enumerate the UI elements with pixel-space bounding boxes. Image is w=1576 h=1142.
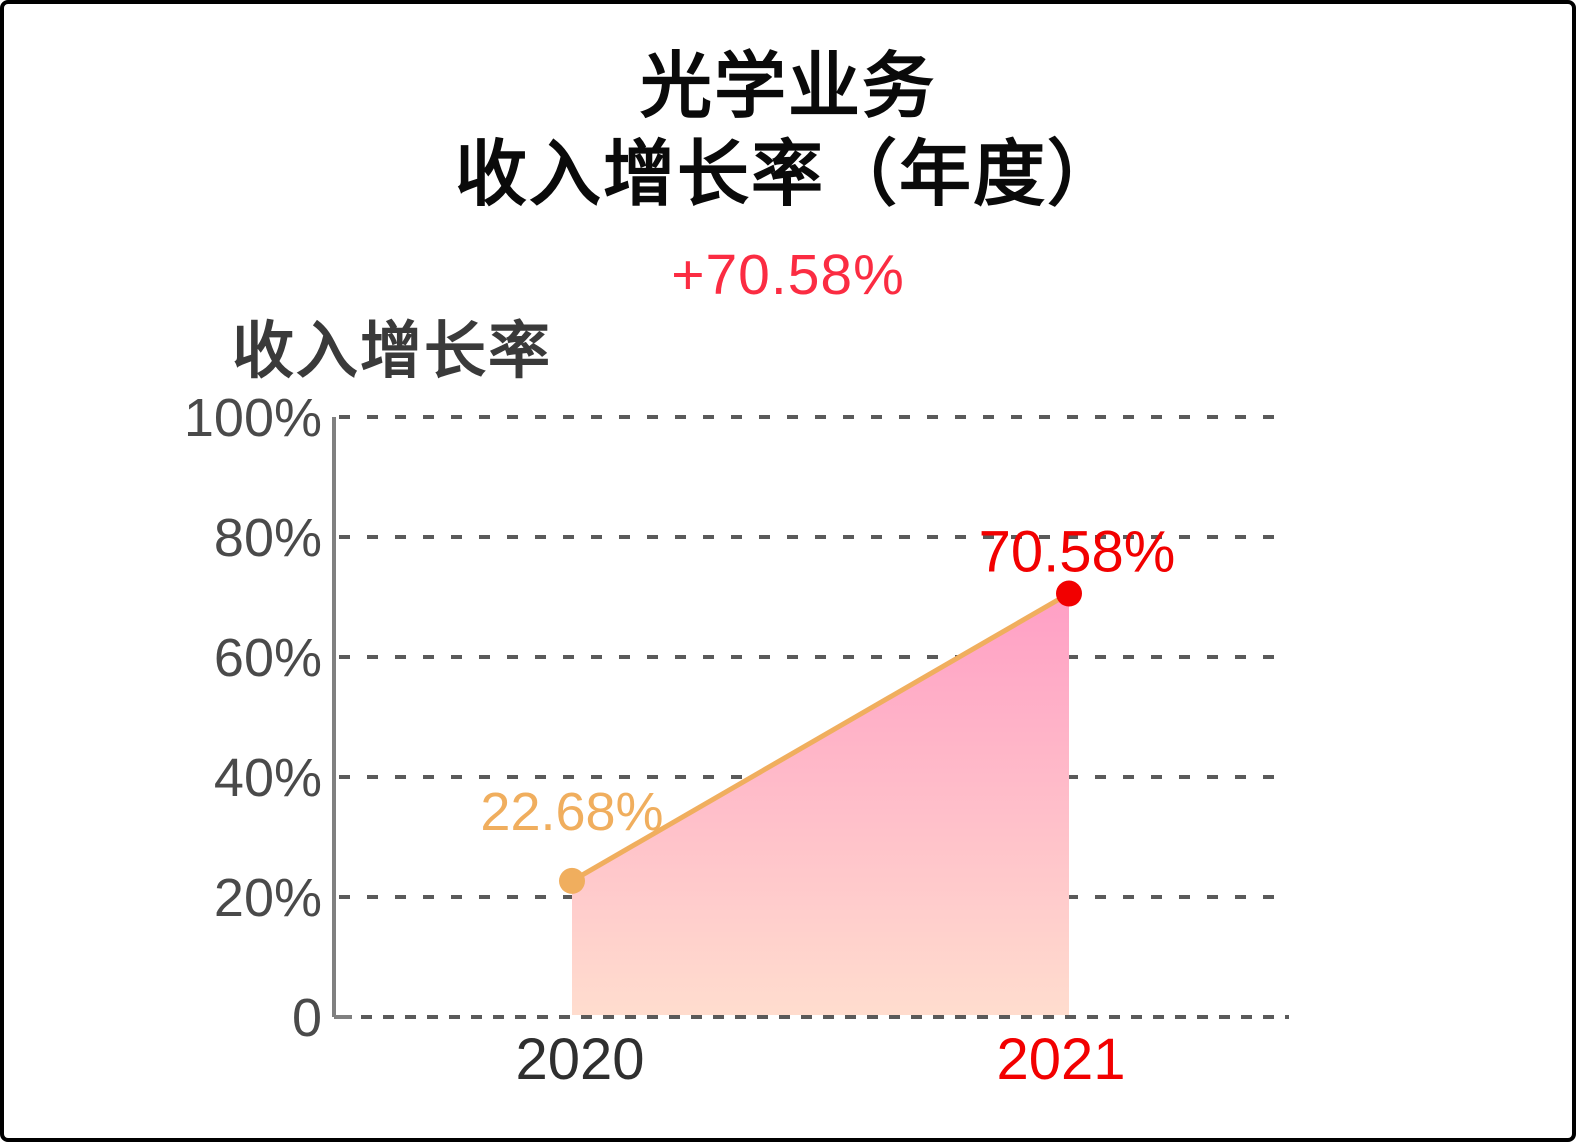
point-label-2020: 22.68%	[480, 782, 663, 842]
point-label-2021: 70.58%	[979, 520, 1176, 585]
ytick-label-40: 40%	[214, 748, 322, 808]
chart-title-line1: 光学业务	[639, 47, 936, 127]
series-line	[570, 591, 1071, 884]
growth-area-chart: 100% 80% 60% 40% 20% 0 22.68% 70.58% 2020 2021	[184, 388, 1289, 1092]
ytick-label-0: 0	[292, 988, 322, 1048]
ytick-label-80: 80%	[214, 508, 322, 568]
series-label: 收入增长率	[232, 317, 553, 386]
ytick-label-60: 60%	[214, 628, 322, 688]
xtick-label-2020: 2020	[515, 1027, 644, 1092]
ytick-label-100: 100%	[184, 388, 322, 448]
chart-header: 光学业务 收入增长率（年度） +70.58%	[4, 44, 1572, 308]
chart-title-line2: 收入增长率（年度）	[454, 134, 1121, 215]
point-2020	[559, 867, 585, 894]
change-value: +70.58%	[671, 242, 905, 307]
xtick-label-2021: 2021	[996, 1027, 1125, 1092]
ytick-label-20: 20%	[214, 868, 322, 928]
area-fill	[572, 593, 1069, 1015]
point-2021	[1056, 580, 1082, 607]
